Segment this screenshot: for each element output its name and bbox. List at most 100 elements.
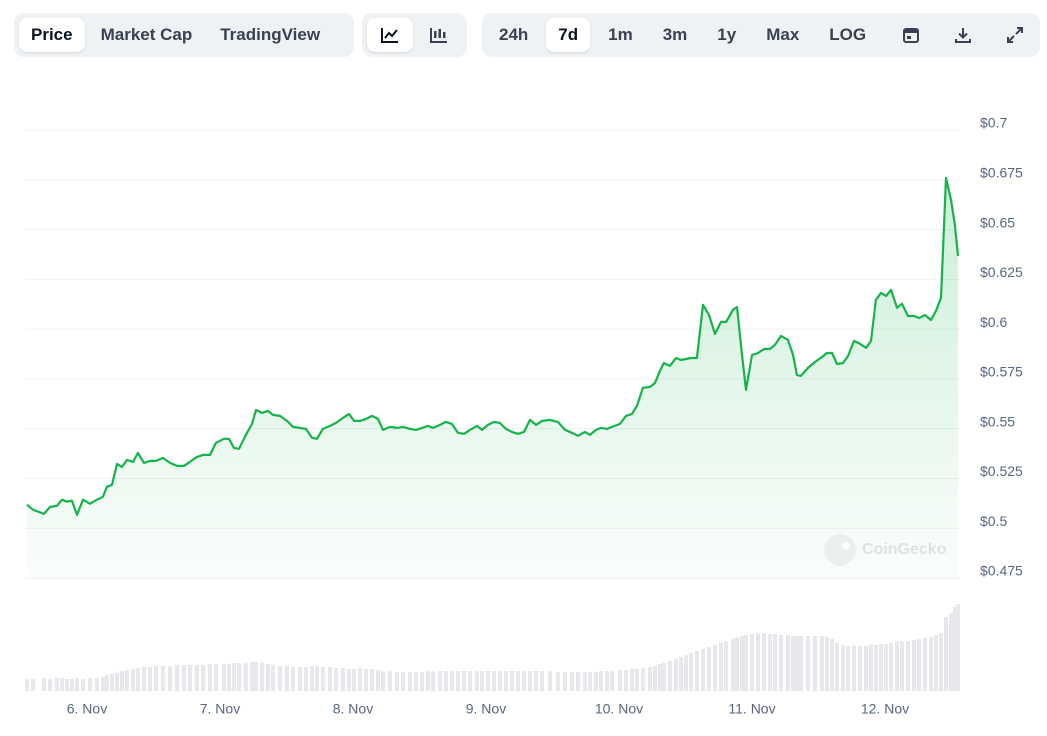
volume-bar — [539, 671, 544, 691]
volume-bar — [674, 659, 679, 691]
volume-bar — [462, 671, 467, 691]
volume-bar — [125, 670, 130, 691]
y-tick-label: $0.475 — [980, 563, 1023, 579]
volume-bar — [813, 636, 818, 691]
volume-bar — [75, 678, 80, 691]
volume-bar — [794, 636, 799, 691]
volume-bar — [516, 671, 521, 691]
volume-bar — [938, 633, 943, 691]
view-tabs: Price Market Cap TradingView — [14, 13, 354, 57]
volume-bar — [425, 671, 430, 691]
x-tick-label: 10. Nov — [595, 701, 643, 717]
volume-bar — [905, 641, 910, 691]
volume-bar — [888, 643, 893, 691]
candle-icon — [430, 28, 448, 43]
chart: $0.475 $0.5 $0.525 $0.55 $0.575 $0.6 $0.625 $0.… — [24, 115, 1023, 717]
volume-bar — [587, 672, 592, 691]
volume-bar — [734, 637, 739, 691]
volume-bar — [30, 679, 35, 691]
volume-bar — [640, 668, 645, 691]
price-area — [26, 178, 959, 578]
view-tab[interactable]: Price — [19, 18, 85, 52]
range-button[interactable]: 1y — [717, 25, 737, 44]
candle-chart-button[interactable] — [417, 18, 463, 52]
volume-bar — [148, 667, 153, 691]
volume-bar — [497, 671, 502, 691]
volume-bar — [724, 641, 729, 691]
y-tick-label: $0.6 — [980, 314, 1007, 330]
view-tab[interactable]: Market Cap — [100, 25, 193, 44]
volume-bar — [593, 672, 598, 691]
y-tick-label: $0.65 — [980, 214, 1015, 230]
volume-bar — [119, 671, 124, 691]
range-button[interactable]: 3m — [662, 25, 688, 44]
volume-bar — [254, 662, 259, 691]
x-tick-label: 6. Nov — [67, 701, 107, 717]
watermark: CoinGecko — [824, 534, 947, 566]
volume-bar — [718, 643, 723, 691]
volume-bar — [929, 637, 934, 691]
volume-bar — [277, 666, 282, 691]
volume-bar — [314, 666, 319, 691]
volume-bar — [352, 669, 357, 691]
download-button[interactable] — [944, 18, 982, 52]
calendar-icon — [903, 28, 920, 43]
range-button[interactable]: 24h — [499, 25, 529, 44]
volume-bar — [187, 665, 192, 691]
volume-bar — [894, 642, 899, 691]
volume-bar — [100, 677, 105, 691]
volume-bar — [694, 651, 699, 691]
volume-bar — [749, 634, 754, 691]
volume-bar — [755, 633, 760, 691]
volume-bar — [479, 671, 484, 691]
chart-style-toggle — [362, 13, 467, 57]
volume-bar — [370, 669, 375, 691]
fullscreen-button[interactable] — [996, 18, 1034, 52]
volume-bar — [80, 679, 85, 691]
price-line — [26, 176, 960, 516]
volume-bar — [160, 666, 165, 691]
volume-bar — [846, 646, 851, 691]
volume-bar — [437, 671, 442, 691]
range-button[interactable]: 1m — [608, 25, 633, 44]
volume-bar — [485, 671, 490, 691]
volume-bar — [667, 661, 672, 691]
calendar-button[interactable] — [892, 18, 930, 52]
volume-bar — [533, 671, 538, 691]
volume-bar — [341, 668, 346, 691]
volume-bar — [194, 665, 199, 691]
volume-bar — [772, 634, 777, 691]
volume-bar — [713, 645, 718, 691]
y-tick-label: $0.7 — [980, 115, 1007, 131]
volume-bar — [250, 662, 255, 691]
range-button[interactable]: LOG — [829, 25, 867, 44]
range-toolbar: 24h 7d 1m 3m 1y Max LOG — [482, 13, 1040, 57]
download-icon — [955, 28, 972, 43]
view-tab[interactable]: TradingView — [220, 25, 321, 44]
range-button[interactable]: 7d — [546, 18, 591, 52]
volume-bar — [346, 669, 351, 691]
range-button[interactable]: Max — [766, 25, 800, 44]
volume-bar — [923, 638, 928, 691]
volume-bar — [778, 635, 783, 691]
volume-bar — [522, 671, 527, 691]
volume-bar — [730, 639, 735, 691]
volume-bar — [570, 672, 575, 691]
volume-bar — [208, 664, 213, 691]
line-chart-button[interactable] — [367, 18, 413, 52]
expand-icon — [1007, 27, 1024, 43]
volume-bar — [491, 671, 496, 691]
volume-bar — [678, 657, 683, 691]
volume-bar — [851, 646, 856, 691]
volume-bar — [952, 607, 957, 691]
y-tick-label: $0.525 — [980, 463, 1023, 479]
volume-bar — [474, 671, 479, 691]
volume-bar — [761, 633, 766, 691]
volume-bar — [358, 668, 363, 691]
volume-bar — [260, 663, 265, 691]
volume-bar — [786, 635, 791, 691]
volume-bar — [395, 672, 400, 691]
volume-bar — [701, 649, 706, 691]
volume-bar — [387, 671, 392, 691]
